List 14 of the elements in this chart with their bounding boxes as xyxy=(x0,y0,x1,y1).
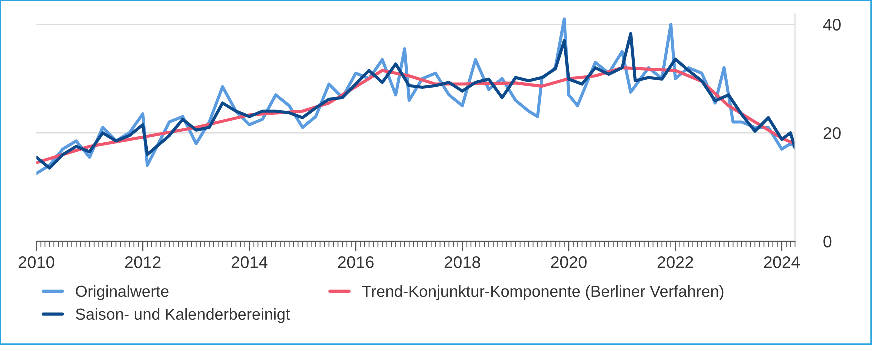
x-tick-label: 2014 xyxy=(232,256,268,268)
x-tick-label: 2024 xyxy=(764,256,800,268)
y-tick-label: 0 xyxy=(824,236,832,248)
legend-label: Originalwerte xyxy=(76,285,169,300)
legend-label: Saison- und Kalenderbereinigt xyxy=(76,308,290,324)
y-tick-label: 20 xyxy=(824,127,841,140)
legend-label: Trend-Konjunktur-Komponente (Berliner Verfahren) xyxy=(362,285,724,300)
x-tick-label: 2022 xyxy=(658,256,694,268)
x-tick-label: 2010 xyxy=(18,256,55,268)
x-tick-label: 2016 xyxy=(338,256,374,268)
x-tick-label: 2012 xyxy=(125,256,161,268)
x-tick-label: 2018 xyxy=(444,256,480,268)
y-tick-label: 40 xyxy=(823,19,841,31)
x-tick-label: 2020 xyxy=(551,256,587,268)
